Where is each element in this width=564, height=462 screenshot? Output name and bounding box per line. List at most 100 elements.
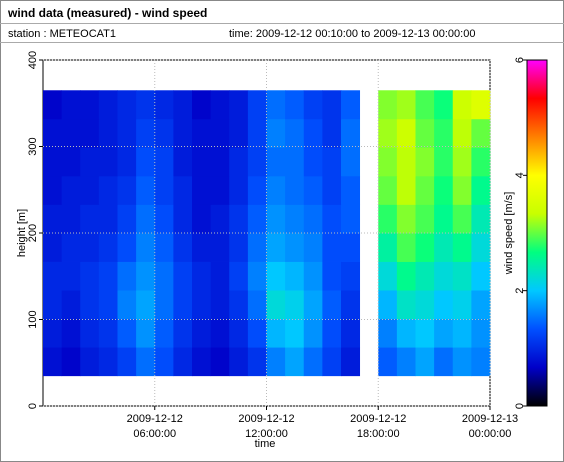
y-tick-label: 300 [27,137,39,155]
heatmap-cell [43,204,63,234]
heatmap-cell [452,318,472,348]
heatmap-cell [192,147,212,177]
heatmap-cell [378,118,398,148]
heatmap-cell [378,290,398,320]
heatmap-cell [434,175,454,205]
heatmap-cell [61,290,81,320]
heatmap-cell [98,90,118,120]
heatmap-cell [396,204,416,234]
heatmap-cell [378,347,398,377]
heatmap-cell [61,318,81,348]
heatmap-cell [154,290,174,320]
heatmap-cell [43,261,63,291]
heatmap-cell [43,175,63,205]
heatmap-cell [378,233,398,262]
heatmap-cell [98,290,118,320]
heatmap-cell [322,233,342,262]
heatmap-cell [80,90,100,120]
heatmap-cell [303,147,323,177]
heatmap-cell [173,147,193,177]
heatmap-cell [247,290,267,320]
heatmap-cell [322,118,342,148]
heatmap-cell [322,318,342,348]
heatmap-cell [154,261,174,291]
heatmap-cell [303,233,323,262]
heatmap-cell [452,147,472,177]
heatmap-cell [136,233,156,262]
heatmap-cell [154,147,174,177]
heatmap-cell [471,290,491,320]
heatmap-cell [192,318,212,348]
heatmap-cell [285,204,305,234]
heatmap-cell [80,204,100,234]
heatmap-cell [285,147,305,177]
heatmap-cell [322,347,342,377]
heatmap-cell [61,261,81,291]
heatmap-cell [396,175,416,205]
heatmap-cell [192,118,212,148]
heatmap-cell [303,290,323,320]
heatmap-cell [117,147,137,177]
y-tick-label: 0 [27,403,39,409]
heatmap-cell [434,261,454,291]
heatmap-cell [266,318,286,348]
heatmap-cell [322,175,342,205]
heatmap-cell [396,90,416,120]
colorbar-tick-label: 0 [514,403,526,409]
heatmap-cell [247,175,267,205]
heatmap-cell [173,204,193,234]
heatmap-cell [61,90,81,120]
y-axis-label: height [m] [16,209,28,257]
heatmap-cell [471,318,491,348]
heatmap-cell [471,347,491,377]
heatmap-cell [80,318,100,348]
heatmap-cell [154,347,174,377]
heatmap-cell [285,175,305,205]
heatmap-cell [341,261,361,291]
heatmap-cell [229,147,249,177]
heatmap-cell [341,347,361,377]
heatmap-cell [303,261,323,291]
heatmap-cell [61,118,81,148]
heatmap-cell [229,118,249,148]
heatmap-cell [136,175,156,205]
heatmap-cell [452,347,472,377]
heatmap-cell [415,290,435,320]
x-tick-label: 2009-12-13 00:00:00 [462,413,518,440]
heatmap-cell [378,204,398,234]
heatmap-cell [154,90,174,120]
heatmap-cell [415,204,435,234]
heatmap-cell [192,347,212,377]
heatmap-cell [117,90,137,120]
heatmap-cell [154,318,174,348]
heatmap-cell [43,347,63,377]
colorbar-label: wind speed [m/s] [503,192,515,276]
heatmap-cell [471,90,491,120]
heatmap-cell [136,147,156,177]
heatmap-cell [229,175,249,205]
heatmap-cell [471,118,491,148]
heatmap-cell [415,90,435,120]
heatmap-cell [378,318,398,348]
heatmap-cell [247,147,267,177]
colorbar-tick-label: 2 [514,288,526,294]
heatmap-cell [266,347,286,377]
heatmap-cell [378,90,398,120]
heatmap-cell [192,90,212,120]
heatmap-cell [80,118,100,148]
colorbar-tick-label: 6 [514,57,526,63]
heatmap-cell [452,290,472,320]
heatmap-cell [229,204,249,234]
heatmap-cell [98,318,118,348]
chart-title: wind data (measured) - wind speed [7,6,207,20]
heatmap-cell [247,233,267,262]
heatmap-cell [117,318,137,348]
heatmap-cell [415,147,435,177]
heatmap-cell [98,204,118,234]
heatmap-cell [210,347,230,377]
heatmap-cell [43,90,63,120]
heatmap-cell [80,233,100,262]
heatmap-cell [378,261,398,291]
heatmap-cell [154,175,174,205]
heatmap-cell [210,147,230,177]
